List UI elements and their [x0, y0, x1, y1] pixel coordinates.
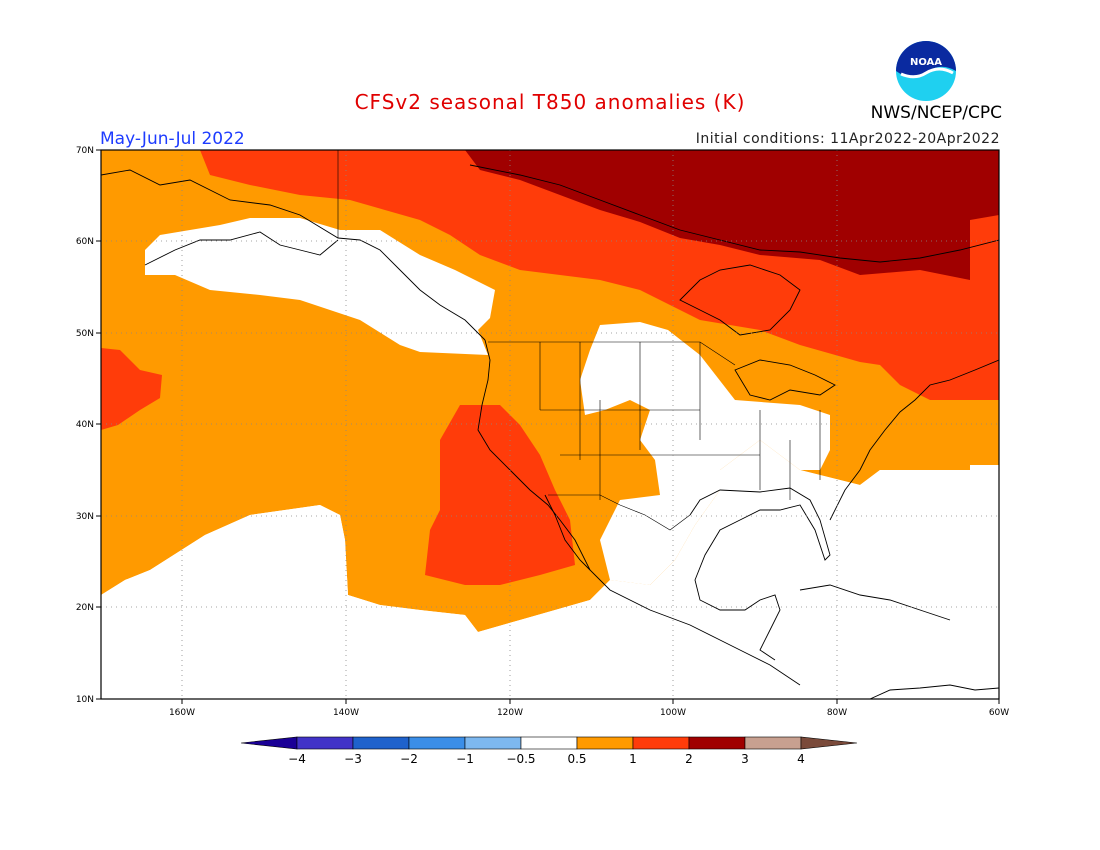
agency-label: NWS/NCEP/CPC [870, 103, 1002, 123]
anomaly-region-darkred-canada [465, 150, 999, 280]
anomaly-region-white-plains [580, 322, 830, 585]
lon-label: 120W [497, 708, 523, 718]
noaa-logo: NOAA [896, 41, 956, 101]
colorbar-segment [464, 736, 522, 750]
anomaly-region-white-alaska [145, 218, 495, 355]
lat-label: 70N [76, 146, 94, 156]
colorbar-labels: −4 −3 −2 −1 −0.5 0.5 1 2 3 4 [288, 752, 805, 766]
us-state-lines [539, 342, 821, 500]
colorbar-arrow-right [800, 736, 858, 750]
lon-label: 140W [333, 708, 359, 718]
anomaly-region-red-pacific [101, 348, 162, 430]
colorbar-label: 0.5 [567, 752, 586, 766]
lon-label: 80W [827, 708, 847, 718]
lat-label: 10N [76, 695, 94, 705]
lat-label: 30N [76, 512, 94, 522]
initial-conditions-label: Initial conditions: 11Apr2022-20Apr2022 [695, 131, 1000, 147]
colorbar-label: 3 [741, 752, 749, 766]
colorbar-label: 4 [797, 752, 805, 766]
colorbar-segment [352, 736, 410, 750]
anomaly-region-red-southwest [425, 405, 575, 585]
colorbar-segment [632, 736, 690, 750]
colorbar-segment [576, 736, 634, 750]
colorbar-label: −0.5 [506, 752, 535, 766]
hudson-bay [679, 264, 801, 336]
colorbar-segment [296, 736, 354, 750]
colorbar-segment [520, 736, 578, 750]
anomaly-region-white-pacific [101, 505, 700, 699]
logo-text: NOAA [910, 57, 942, 68]
atlantic-coast [829, 359, 999, 521]
great-lakes [734, 359, 836, 401]
canadian-arctic [469, 164, 999, 263]
anomaly-region-white-southeast [690, 465, 999, 699]
alaska-south-coast [144, 231, 339, 266]
baja-coast [544, 494, 591, 571]
period-label: May-Jun-Jul 2022 [100, 129, 245, 149]
lat-label: 50N [76, 329, 94, 339]
colorbar-label: −4 [288, 752, 306, 766]
lat-labels: 70N 60N 50N 40N 30N 20N 10N [76, 146, 94, 705]
lat-label: 40N [76, 420, 94, 430]
lat-label: 60N [76, 237, 94, 247]
colorbar-label: −3 [344, 752, 362, 766]
colorbar-label: 1 [629, 752, 637, 766]
lon-label: 160W [169, 708, 195, 718]
lon-label: 100W [660, 708, 686, 718]
colorbar-segment [688, 736, 746, 750]
map-title: CFSv2 seasonal T850 anomalies (K) [354, 90, 746, 114]
colorbar-arrow-left [240, 736, 298, 750]
colorbar-label: 2 [685, 752, 693, 766]
us-mexico-border [548, 494, 691, 531]
colorbar-label: −2 [400, 752, 418, 766]
lon-label: 60W [989, 708, 1009, 718]
south-america-coast [869, 684, 999, 699]
political-borders [337, 150, 821, 531]
gulf-coast [689, 487, 831, 661]
lat-label: 20N [76, 603, 94, 613]
colorbar-segment [408, 736, 466, 750]
colorbar-label: −1 [456, 752, 474, 766]
lon-labels: 160W 140W 120W 100W 80W 60W [169, 708, 1009, 718]
colorbar [240, 736, 858, 750]
caribbean-islands [799, 584, 951, 621]
anomaly-fields [101, 150, 999, 699]
colorbar-segment [744, 736, 802, 750]
pacific-coast [477, 339, 801, 686]
axis-ticks [96, 149, 1000, 704]
